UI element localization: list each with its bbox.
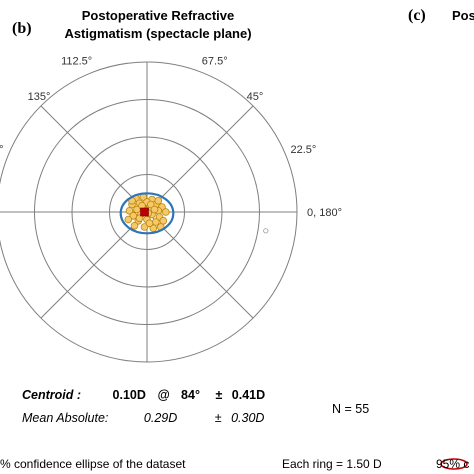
centroid-axis: 84° <box>181 388 200 402</box>
data-point <box>135 214 144 223</box>
mean-absolute-magnitude: 0.29D <box>143 411 178 425</box>
sample-size: N = 55 <box>332 402 370 416</box>
polar-spoke <box>40 211 148 319</box>
data-point <box>124 215 133 224</box>
centroid-pm: ± <box>215 388 223 402</box>
polar-spokes <box>0 62 297 362</box>
footer-ellipse-legend: % confidence ellipse of the dataset <box>0 457 186 471</box>
centroid-label: Centroid : <box>22 388 82 402</box>
polar-spoke <box>40 105 148 213</box>
angle-label: 0, 180° <box>307 207 342 219</box>
chart-title-line2: Astigmatism (spectacle plane) <box>64 26 251 41</box>
angle-label: 22.5° <box>291 144 317 156</box>
polar-spoke <box>146 211 254 319</box>
mean-absolute-row: Mean Absolute: 0.29D ± 0.30D <box>22 411 264 425</box>
data-point <box>154 197 163 205</box>
centroid-magnitude: 0.10D <box>112 388 146 402</box>
angle-label: 112.5° <box>61 56 92 68</box>
polar-spoke <box>146 105 254 213</box>
data-point <box>125 207 134 215</box>
data-point <box>162 208 170 216</box>
data-point <box>159 217 168 225</box>
mean-absolute-sd: 0.30D <box>231 411 265 425</box>
angle-label: 45° <box>247 91 264 103</box>
right-panel-title-fragment: Pos <box>452 8 474 23</box>
chart-title-line1: Postoperative Refractive <box>82 8 234 23</box>
angle-label: 67.5° <box>202 56 228 68</box>
data-point <box>140 223 149 231</box>
panel-label-c: (c) <box>408 7 426 24</box>
centroid-sd: 0.41D <box>231 388 266 402</box>
data-point <box>147 200 155 209</box>
angle-labels: 0, 180° 22.5° 45° 67.5° 112.5° 135° 157.5° <box>0 56 342 220</box>
angle-label: 135° <box>28 91 51 103</box>
footer-ring-scale: Each ring = 1.50 D <box>282 457 382 471</box>
mean-absolute-label: Mean Absolute: <box>22 411 109 425</box>
confidence-ellipse <box>119 192 175 235</box>
data-point <box>150 205 159 214</box>
footer-right-fragment: 95% c <box>436 457 470 471</box>
data-point <box>130 222 139 230</box>
angle-label: 157.5° <box>0 144 4 156</box>
centroid-marker <box>140 207 149 217</box>
data-points <box>119 192 269 235</box>
centroid-row: Centroid : 0.10D @ 84° ± 0.41D <box>22 388 265 402</box>
centroid-at: @ <box>157 388 170 402</box>
mean-absolute-pm: ± <box>214 411 222 425</box>
panel-label-b: (b) <box>12 20 32 37</box>
legend-ellipse-icon <box>440 458 468 470</box>
outlier-point <box>263 228 269 234</box>
data-point <box>145 219 154 228</box>
